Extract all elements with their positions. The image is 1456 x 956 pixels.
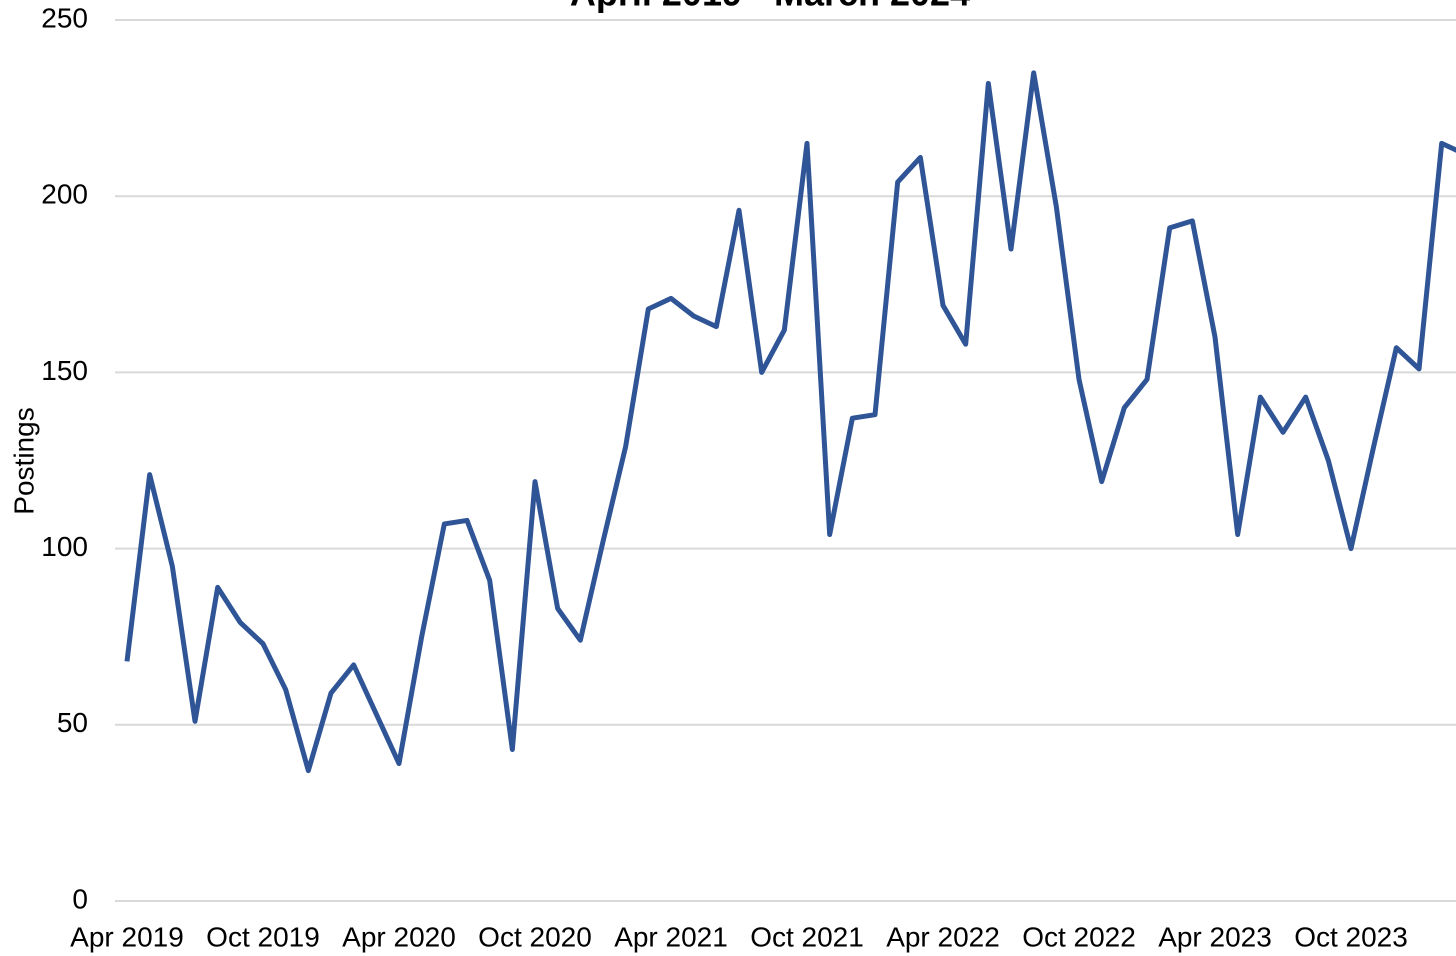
x-tick-label: Oct 2021 — [750, 921, 864, 952]
y-axis-label: Postings — [8, 407, 39, 514]
y-tick-label: 0 — [72, 883, 88, 914]
x-tick-label: Apr 2023 — [1158, 921, 1272, 952]
chart-title: April 2019 - March 2024 — [570, 0, 970, 14]
y-tick-label: 100 — [41, 531, 88, 562]
x-tick-label: Oct 2023 — [1294, 921, 1408, 952]
data-line — [124, 70, 1456, 774]
x-tick-label: Oct 2020 — [478, 921, 592, 952]
x-tick-label: Oct 2022 — [1022, 921, 1136, 952]
x-tick-label: Oct 2019 — [206, 921, 320, 952]
x-tick-label: Apr 2021 — [614, 921, 728, 952]
y-tick-label: 150 — [41, 355, 88, 386]
x-tick-label: Apr 2022 — [886, 921, 1000, 952]
x-tick-label: Apr 2020 — [342, 921, 456, 952]
x-tick-label: Apr 2019 — [70, 921, 184, 952]
y-tick-label: 50 — [57, 707, 88, 738]
y-tick-label: 200 — [41, 179, 88, 210]
y-tick-label: 250 — [41, 2, 88, 33]
